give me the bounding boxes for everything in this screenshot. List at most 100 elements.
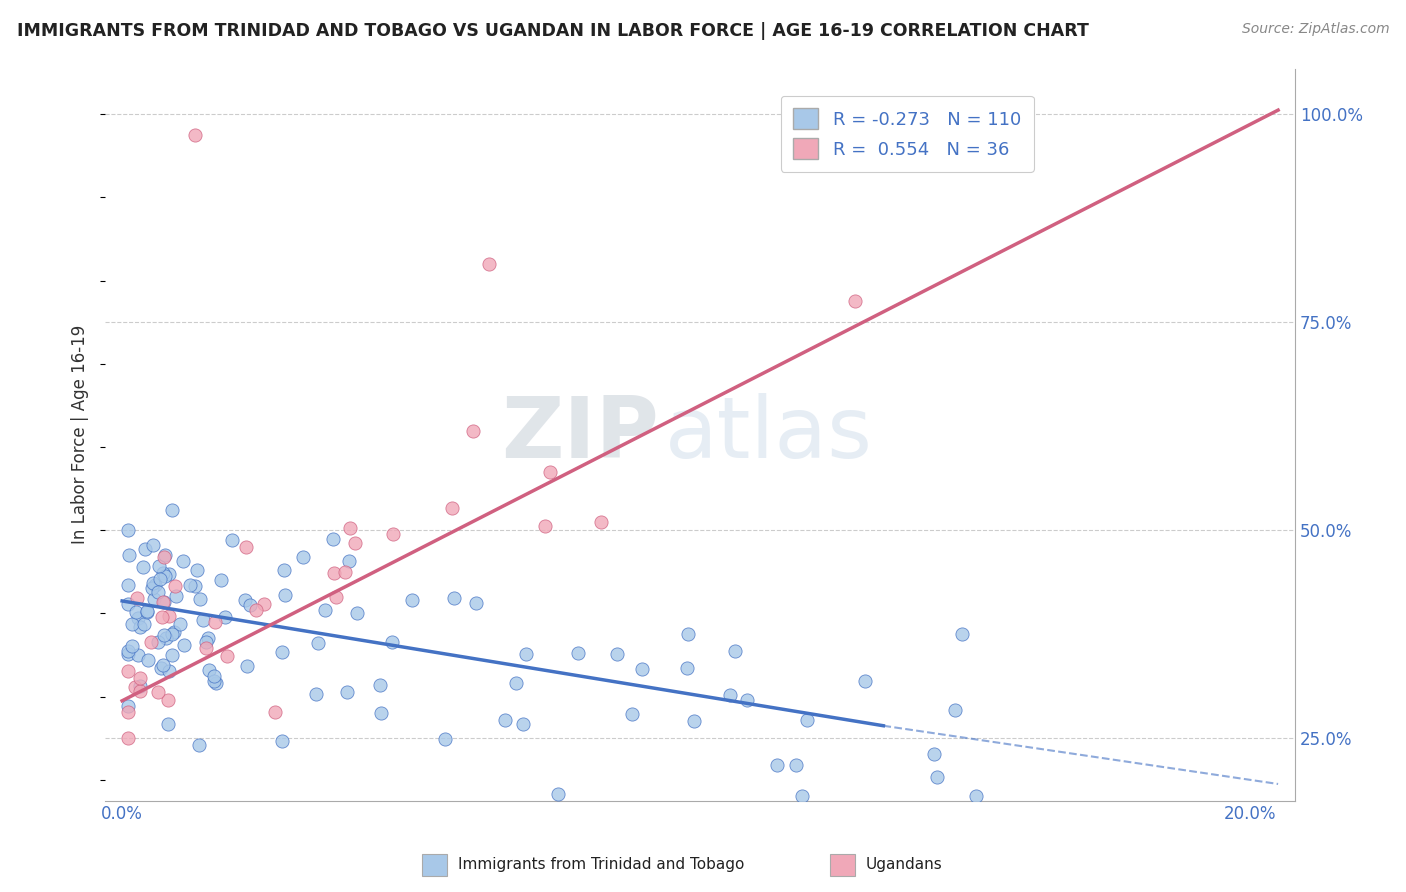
- Point: [152, 595, 174, 609]
- Point: [263, 705, 285, 719]
- Point: [127, 611, 149, 625]
- Point: [117, 597, 139, 611]
- Point: [197, 631, 219, 645]
- Point: [132, 616, 155, 631]
- Point: [124, 606, 146, 620]
- Point: [215, 649, 238, 664]
- Point: [233, 592, 256, 607]
- Point: [163, 624, 186, 639]
- Point: [136, 604, 159, 618]
- Point: [434, 732, 457, 747]
- Point: [117, 647, 139, 661]
- Point: [172, 554, 194, 568]
- Point: [132, 559, 155, 574]
- Point: [184, 128, 207, 142]
- Point: [339, 521, 361, 535]
- Point: [292, 550, 315, 565]
- Point: [186, 563, 208, 577]
- Point: [127, 648, 149, 662]
- Point: [538, 465, 561, 479]
- Point: [853, 674, 876, 689]
- Point: [965, 789, 987, 804]
- Point: [606, 647, 628, 661]
- Point: [148, 585, 170, 599]
- Point: [205, 675, 228, 690]
- Point: [117, 705, 139, 719]
- Point: [150, 661, 173, 675]
- Point: [335, 565, 357, 579]
- Point: [235, 540, 257, 554]
- Point: [305, 687, 328, 701]
- Y-axis label: In Labor Force | Age 16-19: In Labor Force | Age 16-19: [72, 325, 89, 544]
- Point: [142, 576, 165, 591]
- Point: [631, 662, 654, 676]
- Point: [143, 578, 166, 592]
- Point: [307, 636, 329, 650]
- Point: [160, 648, 183, 662]
- Point: [155, 548, 177, 562]
- Point: [461, 424, 484, 438]
- Point: [134, 541, 156, 556]
- Point: [678, 627, 700, 641]
- Point: [381, 634, 404, 648]
- Point: [188, 591, 211, 606]
- Point: [478, 257, 501, 271]
- Point: [253, 597, 276, 611]
- Point: [155, 631, 177, 645]
- Point: [148, 635, 170, 649]
- Point: [344, 536, 367, 550]
- Point: [146, 685, 169, 699]
- Point: [214, 610, 236, 624]
- Point: [323, 566, 346, 581]
- Point: [515, 647, 537, 661]
- Legend: R = -0.273   N = 110, R =  0.554   N = 36: R = -0.273 N = 110, R = 0.554 N = 36: [780, 95, 1033, 172]
- Point: [163, 579, 186, 593]
- Point: [136, 605, 159, 619]
- Point: [735, 693, 758, 707]
- Point: [129, 671, 152, 685]
- Point: [534, 519, 557, 533]
- Point: [401, 593, 423, 607]
- Point: [270, 734, 292, 748]
- Point: [271, 645, 294, 659]
- Point: [370, 678, 392, 692]
- Point: [337, 553, 360, 567]
- Point: [152, 657, 174, 672]
- Point: [149, 573, 172, 587]
- Point: [157, 664, 180, 678]
- Point: [157, 609, 180, 624]
- Point: [236, 658, 259, 673]
- Point: [766, 757, 789, 772]
- Point: [179, 577, 201, 591]
- Point: [505, 675, 527, 690]
- Point: [156, 717, 179, 731]
- Point: [221, 533, 243, 547]
- Point: [441, 501, 464, 516]
- Point: [950, 626, 973, 640]
- Point: [152, 566, 174, 580]
- Point: [152, 595, 174, 609]
- Point: [204, 615, 226, 629]
- Point: [188, 738, 211, 752]
- Point: [125, 591, 148, 606]
- Point: [381, 527, 404, 541]
- Point: [209, 573, 232, 587]
- Point: [117, 699, 139, 714]
- Point: [927, 770, 949, 784]
- Point: [139, 635, 162, 649]
- Text: Source: ZipAtlas.com: Source: ZipAtlas.com: [1241, 22, 1389, 37]
- Point: [162, 627, 184, 641]
- Point: [117, 664, 139, 678]
- Point: [683, 714, 706, 729]
- Point: [370, 706, 392, 721]
- Point: [336, 685, 359, 699]
- Point: [117, 523, 139, 537]
- Point: [183, 578, 205, 592]
- Point: [796, 713, 818, 727]
- Text: Immigrants from Trinidad and Tobago: Immigrants from Trinidad and Tobago: [458, 857, 745, 872]
- Point: [150, 610, 173, 624]
- Point: [443, 591, 465, 605]
- Point: [675, 661, 697, 675]
- Point: [620, 707, 643, 722]
- Point: [148, 558, 170, 573]
